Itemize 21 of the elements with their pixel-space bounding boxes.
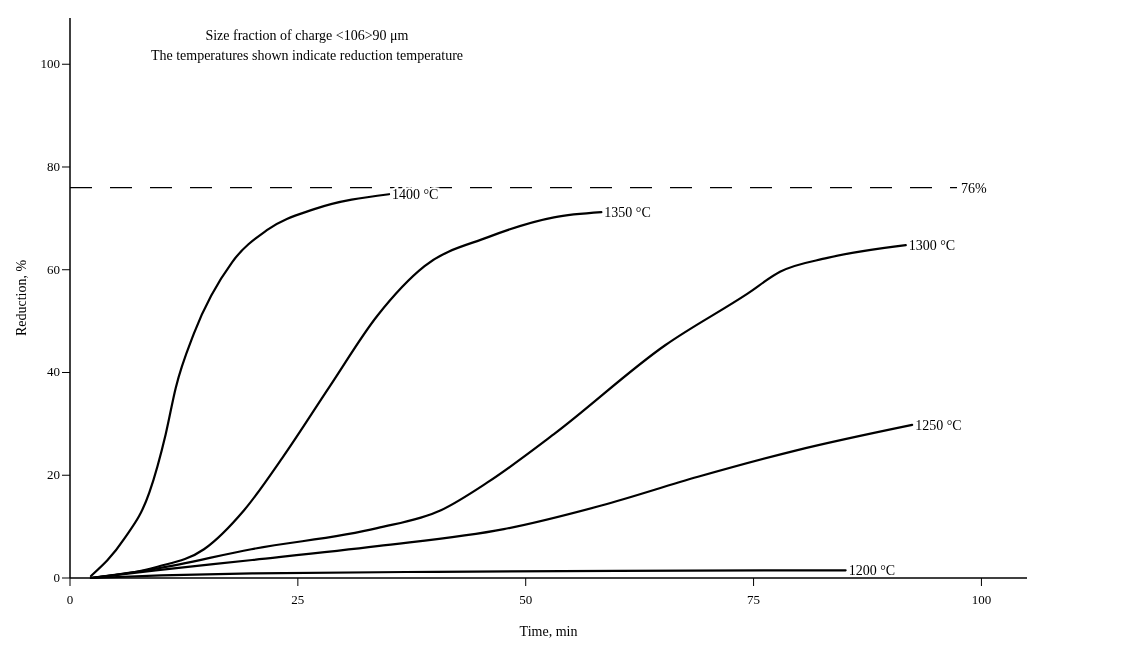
y-axis-title: Reduction, % xyxy=(14,259,29,337)
x-tick-label: 25 xyxy=(291,592,305,607)
y-tick-label: 40 xyxy=(47,364,60,380)
x-tick-label: 0 xyxy=(66,592,74,607)
series-label: 1350 °C xyxy=(604,205,651,221)
x-tick-label: 75 xyxy=(747,592,761,607)
ref-line-label: 76% xyxy=(961,180,987,196)
y-tick-label: 80 xyxy=(47,158,60,174)
series-label: 1200 °C xyxy=(848,563,896,579)
series-label: 1400 °C xyxy=(392,187,439,203)
y-tick-label: 0 xyxy=(53,570,60,585)
annotation: Size fraction of charge <106>90 μm xyxy=(205,28,409,43)
annotation: The temperatures shown indicate reduction temperature xyxy=(150,48,464,63)
series-label: 1250 °C xyxy=(915,417,962,433)
series-label: 1300 °C xyxy=(908,238,956,254)
x-tick-label: 50 xyxy=(519,592,533,607)
y-tick-label: 100 xyxy=(40,56,60,72)
x-tick-label: 100 xyxy=(971,592,992,607)
y-tick-label: 20 xyxy=(47,467,60,483)
x-axis-title: Time, min xyxy=(519,624,578,639)
y-tick-label: 60 xyxy=(47,261,60,277)
